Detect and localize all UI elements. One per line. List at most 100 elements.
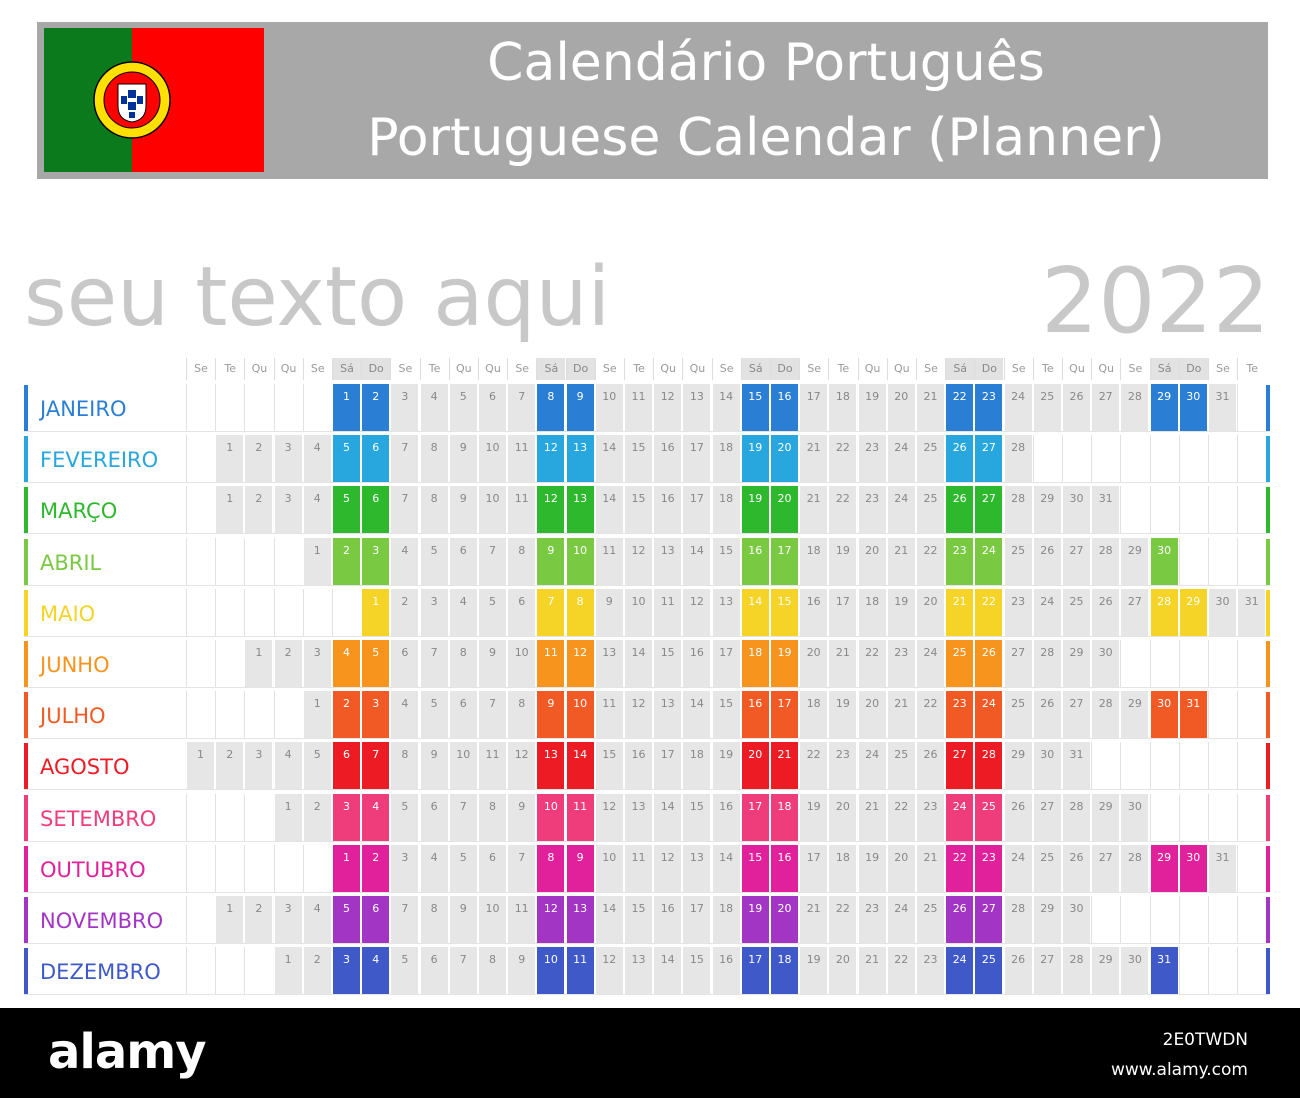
empty-cell bbox=[302, 384, 331, 431]
day-cell: 13 bbox=[565, 896, 594, 943]
day-cell: 4 bbox=[302, 435, 331, 483]
day-cell: 27 bbox=[974, 486, 1003, 534]
portugal-flag-icon bbox=[44, 28, 264, 172]
day-number: 17 bbox=[689, 492, 704, 506]
day-cell: 9 bbox=[565, 844, 594, 892]
day-cell: 9 bbox=[448, 896, 477, 943]
day-cell: 9 bbox=[536, 691, 565, 739]
day-cell: 16 bbox=[740, 691, 769, 739]
day-number: 19 bbox=[835, 543, 850, 557]
day-cell: 14 bbox=[594, 435, 623, 483]
day-number: 11 bbox=[514, 902, 529, 915]
day-number: 27 bbox=[981, 492, 996, 506]
day-number: 17 bbox=[689, 902, 704, 915]
day-number: 18 bbox=[835, 850, 850, 864]
day-number: 14 bbox=[631, 646, 646, 659]
day-cell: 13 bbox=[565, 486, 594, 534]
day-cell: 18 bbox=[770, 947, 798, 995]
day-cell: 2 bbox=[244, 435, 273, 483]
day-cell: 18 bbox=[740, 640, 769, 687]
day-cell: 12 bbox=[624, 537, 652, 585]
weekday-header-13: Sá bbox=[536, 358, 566, 380]
day-number: 6 bbox=[372, 492, 380, 506]
day-cell: 30 bbox=[1032, 742, 1061, 790]
empty-cell bbox=[1091, 742, 1119, 790]
day-cell: 25 bbox=[945, 640, 974, 687]
day-number: 12 bbox=[514, 748, 529, 762]
day-number: 3 bbox=[401, 390, 409, 403]
empty-cell bbox=[1149, 640, 1178, 687]
day-number: 13 bbox=[631, 799, 646, 813]
empty-cell bbox=[1178, 537, 1207, 585]
day-number: 25 bbox=[923, 441, 938, 455]
day-number: 24 bbox=[1040, 594, 1055, 608]
day-number: 18 bbox=[719, 902, 734, 915]
day-number: 2 bbox=[343, 697, 350, 711]
day-number: 18 bbox=[689, 748, 704, 762]
day-number: 13 bbox=[573, 441, 588, 455]
day-cell: 2 bbox=[332, 537, 360, 585]
day-cell: 23 bbox=[828, 742, 857, 790]
day-cell: 21 bbox=[770, 742, 798, 790]
empty-cell bbox=[1120, 640, 1148, 687]
empty-cell bbox=[1237, 486, 1265, 534]
weekday-header-32: Qu bbox=[1091, 358, 1120, 380]
day-number: 26 bbox=[952, 902, 967, 915]
day-number: 10 bbox=[543, 799, 558, 813]
day-number: 27 bbox=[1127, 594, 1142, 608]
day-cell: 28 bbox=[1003, 435, 1032, 483]
month-row-dezembro: DEZEMBRO 1 2 3 4 5 6 7 8 9 10 11 12 13 14 15 16 17 18 19 20 2… bbox=[0, 947, 1300, 996]
day-number: 1 bbox=[197, 748, 204, 762]
day-number: 19 bbox=[748, 492, 763, 506]
day-number: 24 bbox=[952, 799, 967, 813]
day-cell: 3 bbox=[273, 435, 302, 483]
day-cell: 25 bbox=[974, 793, 1003, 841]
month-color-bar-right bbox=[1266, 487, 1270, 534]
day-cell: 13 bbox=[653, 691, 682, 739]
month-color-bar bbox=[24, 897, 28, 943]
day-cell: 6 bbox=[419, 793, 448, 841]
empty-cell bbox=[1178, 640, 1207, 687]
day-number: 18 bbox=[806, 697, 821, 711]
day-number: 29 bbox=[1127, 697, 1142, 711]
empty-cell bbox=[186, 793, 214, 841]
day-cell: 1 bbox=[332, 384, 360, 431]
day-number: 25 bbox=[1011, 697, 1026, 711]
day-cell: 22 bbox=[886, 947, 915, 995]
day-number: 7 bbox=[372, 748, 380, 762]
day-cell: 10 bbox=[565, 691, 594, 739]
empty-cell bbox=[1208, 947, 1236, 995]
day-number: 18 bbox=[748, 646, 763, 659]
empty-cell bbox=[1149, 896, 1178, 943]
day-number: 3 bbox=[343, 953, 350, 967]
day-number: 16 bbox=[748, 543, 763, 557]
day-number: 1 bbox=[284, 799, 292, 813]
weekday-header-5: Se bbox=[302, 358, 332, 380]
day-cell: 18 bbox=[682, 742, 711, 790]
day-number: 21 bbox=[865, 799, 880, 813]
day-number: 12 bbox=[543, 492, 558, 506]
footer-logo: alamy bbox=[48, 1024, 207, 1080]
day-number: 18 bbox=[835, 390, 850, 403]
day-cell: 8 bbox=[507, 537, 536, 585]
day-number: 26 bbox=[923, 748, 938, 762]
day-cell: 15 bbox=[711, 691, 740, 739]
day-cell: 1 bbox=[215, 486, 244, 534]
row-divider bbox=[24, 891, 1270, 893]
day-cell: 5 bbox=[448, 384, 477, 431]
day-cell: 28 bbox=[1032, 640, 1061, 687]
day-number: 1 bbox=[226, 492, 234, 506]
month-name: JULHO bbox=[40, 704, 106, 729]
day-number: 1 bbox=[343, 390, 350, 403]
day-number: 16 bbox=[660, 902, 675, 915]
month-name: FEVEREIRO bbox=[40, 448, 159, 473]
day-cell: 26 bbox=[945, 435, 974, 483]
day-cell: 23 bbox=[1003, 588, 1032, 636]
day-number: 28 bbox=[1127, 850, 1142, 864]
empty-cell bbox=[1178, 486, 1207, 534]
month-name: MARÇO bbox=[40, 499, 118, 524]
day-number: 12 bbox=[573, 646, 588, 659]
day-number: 9 bbox=[430, 748, 438, 762]
day-cell: 14 bbox=[682, 691, 711, 739]
day-number: 15 bbox=[689, 799, 704, 813]
